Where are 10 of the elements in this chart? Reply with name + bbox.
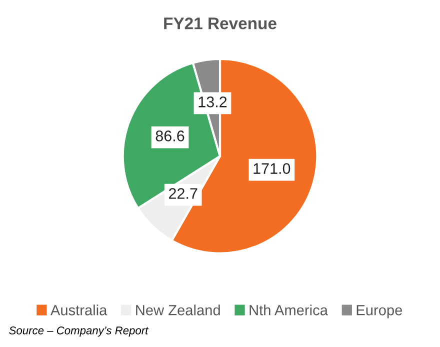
data-label: 171.0 [254,163,290,174]
data-label: 22.7 [169,188,198,199]
data-label: 86.6 [156,130,184,142]
legend-label: Europe [356,305,402,318]
legend-label: Australia [50,304,108,316]
legend-label: Nth America [250,304,328,316]
chart-title: FY21 Revenue [164,18,276,30]
source-note: Source – Company’s Report [9,326,149,337]
legend-label: New Zealand [136,304,220,316]
data-label: 13.2 [198,96,227,108]
